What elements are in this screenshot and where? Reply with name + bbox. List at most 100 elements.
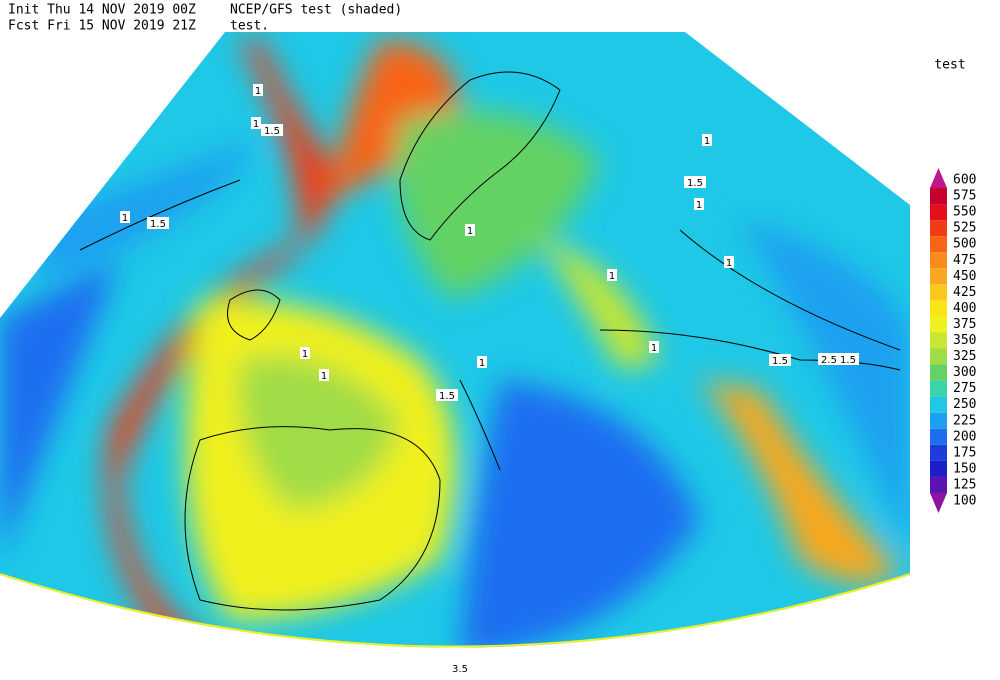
legend-swatch xyxy=(930,236,947,253)
contour-label-text: 1.5 xyxy=(687,178,703,189)
legend-label: 400 xyxy=(953,301,976,316)
contour-label-box xyxy=(436,389,458,401)
contour-label-box xyxy=(837,353,859,365)
contour-label-box xyxy=(607,269,617,281)
contour-label-box xyxy=(261,124,283,136)
legend-swatch xyxy=(930,476,947,493)
contour-label: 1 xyxy=(477,356,487,369)
contour-label-box xyxy=(477,356,487,368)
legend-label: 375 xyxy=(953,317,976,332)
legend-swatch xyxy=(930,316,947,333)
legend-swatch xyxy=(930,493,947,513)
legend-label: 550 xyxy=(953,205,976,220)
contour-label: 1 xyxy=(120,211,130,224)
forecast-time: Fcst Fri 15 NOV 2019 21Z xyxy=(8,19,196,34)
legend-label: 150 xyxy=(953,461,976,476)
contour-label: 1 xyxy=(649,341,659,354)
contour-label-text: 1.5 xyxy=(772,356,788,367)
contour-label-text: 1.5 xyxy=(264,126,280,137)
legend-swatch xyxy=(930,188,947,205)
contour-label-box xyxy=(769,354,791,366)
contour-label-text: 1 xyxy=(467,226,473,237)
legend-swatch xyxy=(930,300,947,317)
contour-label-text: 1 xyxy=(704,136,710,147)
contour-label: 1 xyxy=(251,117,261,130)
legend-swatch xyxy=(930,364,947,381)
contour-label-box xyxy=(449,662,471,674)
contour-label-box xyxy=(694,198,704,210)
init-time: Init Thu 14 NOV 2019 00Z xyxy=(8,3,196,18)
contour-label-box xyxy=(684,176,706,188)
legend-swatch xyxy=(930,332,947,349)
legend-label: 325 xyxy=(953,349,976,364)
contour-label-text: 1 xyxy=(122,213,128,224)
contour-label-text: 1.5 xyxy=(150,219,166,230)
legend-swatch xyxy=(930,220,947,237)
contour-label-box xyxy=(818,353,840,365)
contour-label-text: 1.5 xyxy=(840,355,856,366)
contour-label: 1 xyxy=(300,347,310,360)
legend-swatch xyxy=(930,412,947,429)
legend: 6005755505255004754504254003753503253002… xyxy=(930,168,976,513)
contour-label: 1 xyxy=(319,369,329,382)
contour-label-text: 1 xyxy=(479,358,485,369)
contour-label-text: 1 xyxy=(726,258,732,269)
legend-swatch xyxy=(930,204,947,221)
legend-swatch xyxy=(930,396,947,413)
legend-swatch xyxy=(930,348,947,365)
legend-label: 225 xyxy=(953,413,976,428)
contour-label: 1 xyxy=(253,84,263,97)
legend-swatch xyxy=(930,268,947,285)
contour-label-text: 1 xyxy=(255,86,261,97)
legend-label: 250 xyxy=(953,397,976,412)
legend-label: 300 xyxy=(953,365,976,380)
legend-swatch xyxy=(930,428,947,445)
contour-label: 1 xyxy=(694,198,704,211)
contour-label-box xyxy=(300,347,310,359)
contour-label: 1 xyxy=(607,269,617,282)
contour-label: 1.5 xyxy=(837,353,859,366)
legend-label: 525 xyxy=(953,221,976,236)
contour-label-text: 1 xyxy=(302,349,308,360)
contour-label-box xyxy=(251,117,261,129)
contour-label-box xyxy=(253,84,263,96)
legend-label: 425 xyxy=(953,285,976,300)
contour-label-text: 1 xyxy=(651,343,657,354)
contour-label: 3.5 xyxy=(449,662,471,675)
legend-label: 575 xyxy=(953,189,976,204)
contour-label-text: 1 xyxy=(696,200,702,211)
contour-label: 1.5 xyxy=(261,124,283,137)
contour-label-text: 1 xyxy=(609,271,615,282)
contour-label-box xyxy=(724,256,734,268)
contour-label: 2.5 xyxy=(818,353,840,366)
legend-swatch xyxy=(930,380,947,397)
contour-label: 1 xyxy=(465,224,475,237)
contour-label: 1.5 xyxy=(769,354,791,367)
legend-label: 500 xyxy=(953,237,976,252)
contour-label-text: 1.5 xyxy=(439,391,455,402)
contour-label-box xyxy=(465,224,475,236)
legend-label: 600 xyxy=(953,173,976,188)
legend-swatch xyxy=(930,460,947,477)
contour-label: 1.5 xyxy=(684,176,706,189)
legend-label: 125 xyxy=(953,477,976,492)
legend-label: 350 xyxy=(953,333,976,348)
contour-label: 1.5 xyxy=(147,217,169,230)
contour-label-text: 2.5 xyxy=(821,355,837,366)
legend-label: 275 xyxy=(953,381,976,396)
contour-label-text: 1 xyxy=(321,371,327,382)
contour-label: 1.5 xyxy=(436,389,458,402)
legend-label: 475 xyxy=(953,253,976,268)
legend-swatch xyxy=(930,444,947,461)
contour-label-text: 1 xyxy=(253,119,259,130)
contour-label-box xyxy=(649,341,659,353)
legend-label: 100 xyxy=(953,494,976,509)
legend-swatch xyxy=(930,252,947,269)
contour-label-text: 3.5 xyxy=(452,664,468,675)
contour-label-box xyxy=(702,134,712,146)
legend-label: 200 xyxy=(953,429,976,444)
contour-label-box xyxy=(319,369,329,381)
contour-label: 1 xyxy=(724,256,734,269)
